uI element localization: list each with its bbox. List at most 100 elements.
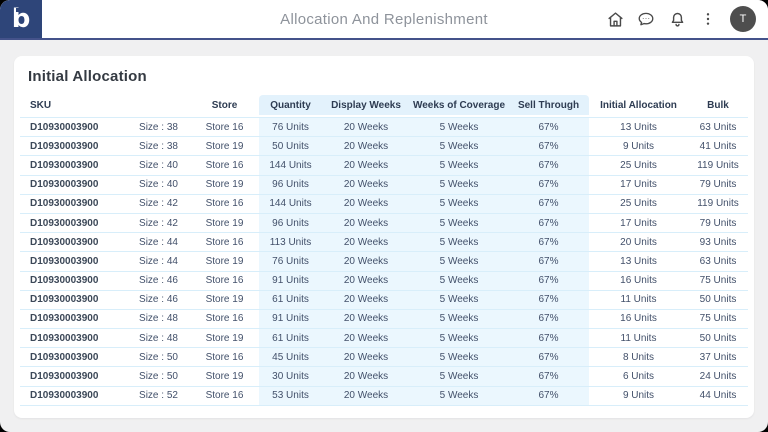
kebab-menu-icon[interactable] (699, 10, 717, 28)
cell-bulk: 75 Units (699, 313, 737, 325)
cell-display_weeks: 20 Weeks (322, 290, 410, 309)
table-row: D10930003900 Size : 48 Store 16 91 Units 20 … (20, 308, 748, 329)
cell-coverage: 5 Weeks (410, 213, 508, 233)
column-header-sell_through: Sell Through (508, 95, 589, 115)
cell-size: Size : 50 (139, 351, 178, 363)
cell-store: Store 16 (205, 275, 244, 287)
cell-coverage: 5 Weeks (410, 367, 508, 386)
cell-coverage: 5 Weeks (410, 118, 508, 137)
cell-store: Store 19 (205, 294, 244, 306)
cell-quantity: 91 Units (259, 309, 322, 329)
table-row: D10930003900 Size : 44 Store 19 76 Units 20 … (20, 251, 748, 271)
cell-store: Store 19 (205, 255, 244, 267)
cell-display_weeks: 20 Weeks (322, 309, 410, 329)
cell-coverage: 5 Weeks (410, 290, 508, 309)
cell-coverage: 5 Weeks (410, 137, 508, 156)
cell-size: Size : 44 (139, 255, 178, 267)
cell-coverage: 5 Weeks (410, 271, 508, 290)
cell-initial_allocation: 25 Units (620, 159, 657, 171)
cell-bulk: 50 Units (699, 332, 737, 344)
cell-quantity: 61 Units (259, 329, 322, 348)
cell-display_weeks: 20 Weeks (322, 137, 410, 156)
cell-sell_through: 67% (508, 118, 589, 137)
cell-size: Size : 48 (139, 313, 178, 325)
cell-initial_allocation: 17 Units (620, 179, 657, 191)
cell-bulk: 41 Units (699, 140, 737, 152)
cell-coverage: 5 Weeks (410, 175, 508, 194)
cell-sku: D10930003900 (30, 255, 99, 267)
table-row: D10930003900 Size : 38 Store 16 76 Units 20 … (20, 117, 748, 137)
table-header-row: SKU Store Quantity Display Weeks Weeks of Co… (20, 95, 748, 115)
cell-display_weeks: 20 Weeks (322, 367, 410, 386)
cell-sku: D10930003900 (30, 159, 99, 171)
card-title: Initial Allocation (28, 68, 147, 85)
cell-coverage: 5 Weeks (410, 309, 508, 329)
cell-bulk: 79 Units (699, 217, 737, 229)
cell-bulk: 119 Units (697, 159, 739, 171)
cell-quantity: 50 Units (259, 137, 322, 156)
cell-quantity: 96 Units (259, 213, 322, 233)
cell-coverage: 5 Weeks (410, 329, 508, 348)
cell-coverage: 5 Weeks (410, 194, 508, 213)
column-header-store: Store (211, 99, 238, 111)
cell-sku: D10930003900 (30, 140, 99, 152)
bell-icon[interactable] (668, 10, 686, 28)
cell-sku: D10930003900 (30, 275, 99, 287)
cell-quantity: 144 Units (259, 194, 322, 213)
cell-store: Store 16 (205, 390, 244, 402)
cell-bulk: 24 Units (699, 371, 737, 383)
cell-sku: D10930003900 (30, 351, 99, 363)
cell-bulk: 79 Units (699, 179, 737, 191)
cell-initial_allocation: 17 Units (620, 217, 657, 229)
cell-bulk: 37 Units (699, 351, 737, 363)
page-title: Allocation And Replenishment (280, 10, 488, 28)
cell-display_weeks: 20 Weeks (322, 252, 410, 271)
cell-sku: D10930003900 (30, 294, 99, 306)
cell-store: Store 16 (205, 198, 244, 210)
cell-size: Size : 38 (139, 121, 178, 133)
cell-initial_allocation: 11 Units (620, 332, 657, 344)
main-content: Initial Allocation SKU Store Quantity Displ… (0, 56, 768, 418)
cell-bulk: 63 Units (699, 255, 737, 267)
cell-size: Size : 50 (139, 371, 178, 383)
table-row: D10930003900 Size : 40 Store 19 96 Units 20 … (20, 174, 748, 194)
cell-coverage: 5 Weeks (410, 156, 508, 175)
cell-size: Size : 46 (139, 294, 178, 306)
cell-sku: D10930003900 (30, 313, 99, 325)
cell-coverage: 5 Weeks (410, 348, 508, 367)
column-header-quantity: Quantity (259, 95, 322, 115)
table-body: D10930003900 Size : 38 Store 16 76 Units 20 … (20, 117, 748, 406)
cell-sku: D10930003900 (30, 179, 99, 191)
cell-sell_through: 67% (508, 252, 589, 271)
column-header-size (127, 95, 190, 115)
cell-initial_allocation: 20 Units (620, 236, 657, 248)
cell-size: Size : 52 (139, 390, 178, 402)
cell-size: Size : 42 (139, 217, 178, 229)
home-icon[interactable] (606, 10, 624, 28)
table-row: D10930003900 Size : 46 Store 16 91 Units 20 … (20, 270, 748, 290)
table-row: D10930003900 Size : 42 Store 19 96 Units 20 … (20, 212, 748, 233)
cell-sku: D10930003900 (30, 390, 99, 402)
cell-initial_allocation: 13 Units (620, 255, 657, 267)
cell-store: Store 19 (205, 140, 244, 152)
cell-display_weeks: 20 Weeks (322, 348, 410, 367)
cell-display_weeks: 20 Weeks (322, 156, 410, 175)
column-header-bulk: Bulk (707, 99, 729, 111)
table-row: D10930003900 Size : 46 Store 19 61 Units 20 … (20, 289, 748, 309)
user-avatar[interactable]: T (730, 6, 756, 32)
cell-quantity: 30 Units (259, 367, 322, 386)
cell-quantity: 144 Units (259, 156, 322, 175)
cell-initial_allocation: 16 Units (620, 313, 657, 325)
cell-store: Store 19 (205, 217, 244, 229)
table-row: D10930003900 Size : 40 Store 16 144 Units 20… (20, 155, 748, 175)
app-logo[interactable]: b (0, 0, 42, 38)
cell-initial_allocation: 16 Units (620, 275, 657, 287)
cell-initial_allocation: 6 Units (622, 371, 655, 383)
chat-icon[interactable] (637, 10, 655, 28)
cell-sell_through: 67% (508, 290, 589, 309)
column-header-coverage: Weeks of Coverage (410, 95, 508, 115)
cell-sku: D10930003900 (30, 332, 99, 344)
cell-display_weeks: 20 Weeks (322, 329, 410, 348)
cell-quantity: 45 Units (259, 348, 322, 367)
